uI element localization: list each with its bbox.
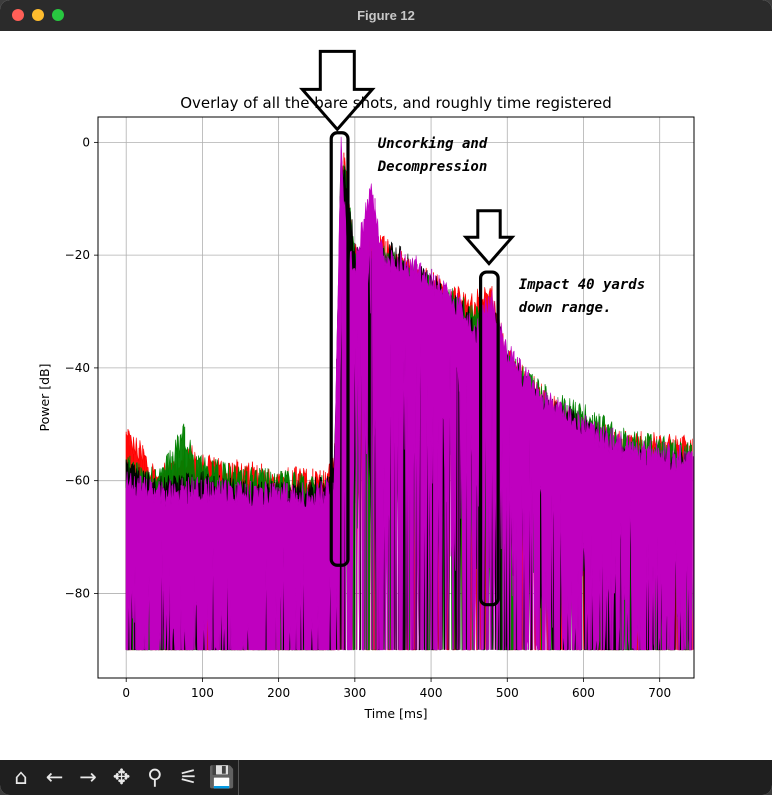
back-arrow-icon[interactable]: ← bbox=[45, 765, 64, 789]
plot-frame bbox=[97, 116, 695, 679]
y-axis-label: Power [dB] bbox=[37, 363, 52, 431]
x-tick-label: 100 bbox=[191, 686, 214, 700]
window-title: Figure 12 bbox=[357, 8, 415, 23]
highlight-box bbox=[478, 270, 500, 607]
y-tick-label: −80 bbox=[65, 586, 90, 600]
annotation-text: Uncorking and Decompression bbox=[377, 136, 488, 175]
annotation-text: Impact 40 yards down range. bbox=[519, 277, 645, 316]
x-tick-label: 300 bbox=[343, 686, 366, 700]
series-layer bbox=[125, 136, 694, 651]
chart-title: Overlay of all the bare shots, and rough… bbox=[180, 94, 612, 112]
series-magenta-spikes bbox=[125, 161, 694, 650]
home-icon[interactable]: ⌂ bbox=[14, 765, 28, 789]
x-tick-label: 600 bbox=[572, 686, 595, 700]
down-arrow-icon bbox=[298, 49, 376, 132]
save-icon[interactable]: 💾 bbox=[208, 765, 236, 789]
maximize-window-icon[interactable] bbox=[52, 9, 64, 21]
x-axis-label: Time [ms] bbox=[363, 706, 427, 721]
pan-icon[interactable]: ✥ bbox=[112, 765, 131, 789]
x-tick-label: 200 bbox=[267, 686, 290, 700]
configure-subplots-icon[interactable]: ⚟ bbox=[179, 765, 198, 789]
y-tick-label: −60 bbox=[65, 474, 90, 488]
x-tick-label: 0 bbox=[122, 686, 130, 700]
figure-canvas[interactable]: 0 100 200 300 400 500 600 700 0 −20 −40 −60 −80 Unco… bbox=[0, 31, 772, 760]
toolbar-separator bbox=[238, 760, 239, 795]
down-arrow-icon bbox=[462, 209, 516, 266]
highlight-box bbox=[329, 131, 350, 567]
annotation-line: Uncorking and bbox=[378, 136, 488, 152]
annotation-overlay: Uncorking and Decompression Impact 40 yard… bbox=[298, 49, 645, 607]
annotation-line: Decompression bbox=[377, 159, 488, 175]
navigation-toolbar: ⌂ ← → ✥ ⚲ ⚟ 💾 bbox=[0, 760, 772, 795]
annotation-line: Impact 40 yards bbox=[519, 277, 645, 293]
title-bar: Figure 12 bbox=[0, 0, 772, 32]
zoom-icon[interactable]: ⚲ bbox=[147, 765, 163, 789]
close-window-icon[interactable] bbox=[12, 9, 24, 21]
x-tick-label: 500 bbox=[496, 686, 519, 700]
y-tick-label: −20 bbox=[65, 248, 90, 262]
tick-marks: 0 100 200 300 400 500 600 700 0 −20 −40 −60 −80 bbox=[65, 135, 671, 700]
chart-svg: 0 100 200 300 400 500 600 700 0 −20 −40 −60 −80 Unco… bbox=[37, 49, 695, 721]
series-magenta bbox=[125, 136, 694, 651]
y-tick-label: −40 bbox=[65, 361, 90, 375]
annotation-line: down range. bbox=[519, 300, 612, 316]
x-tick-label: 400 bbox=[420, 686, 443, 700]
y-tick-label: 0 bbox=[82, 135, 90, 149]
x-tick-label: 700 bbox=[648, 686, 671, 700]
forward-arrow-icon[interactable]: → bbox=[79, 765, 97, 789]
minimize-window-icon[interactable] bbox=[32, 9, 44, 21]
